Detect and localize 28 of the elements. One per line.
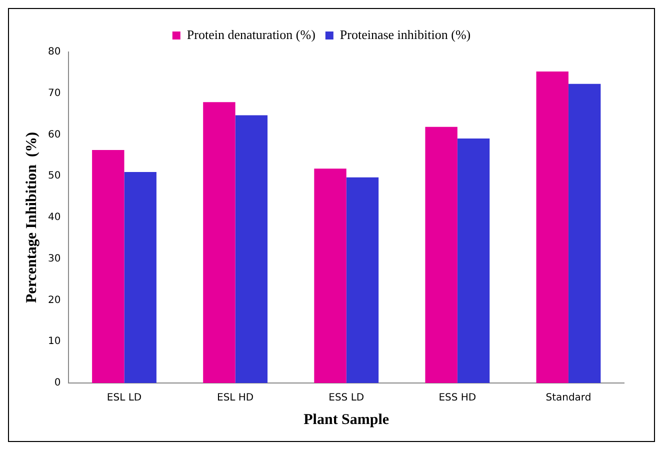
legend-label: Protein denaturation (%) [186,26,316,42]
x-tick-label: ESS HD [438,392,476,404]
bar [457,138,490,383]
y-tick-label: 60 [48,129,61,140]
y-tick-label: 50 [48,170,61,182]
bar [124,172,156,383]
x-tick-label: ESS LD [328,392,364,404]
y-tick-label: 80 [48,46,61,58]
x-tick-label: ESL HD [216,392,254,404]
x-tick-label: ESL LD [106,392,142,404]
bar [314,168,346,383]
y-tick-label: 10 [48,336,61,348]
legend-label: Proteinase inhibition (%) [340,26,471,42]
x-axis-title: Plant Sample [304,412,390,428]
bar [203,102,236,383]
y-tick-label: 40 [48,212,61,224]
bar [536,71,568,383]
bar [235,115,268,383]
y-tick-label: 20 [48,294,61,306]
y-tick-label: 30 [48,253,61,264]
bar [568,84,601,383]
y-axis-title: Percentage Inhibition (%) [24,132,40,303]
bar [425,126,458,383]
y-tick-label: 70 [48,88,61,99]
y-tick-label: 0 [54,378,61,389]
bar [92,150,124,383]
x-tick-label: Standard [546,392,592,404]
bar [346,177,379,383]
